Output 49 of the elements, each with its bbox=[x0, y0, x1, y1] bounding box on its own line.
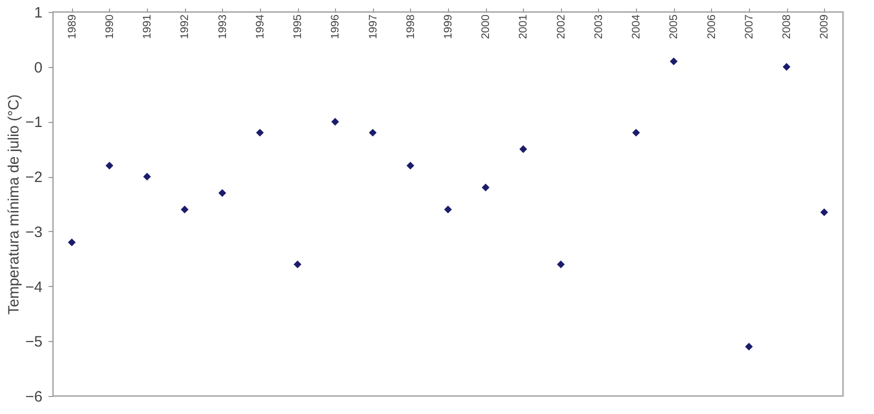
point bbox=[782, 62, 790, 71]
x-tick-label: 1997 bbox=[367, 14, 380, 39]
y-tick-label: 0 bbox=[34, 59, 42, 76]
x-tick-label: 2005 bbox=[668, 14, 680, 39]
point bbox=[482, 184, 490, 192]
point bbox=[519, 145, 528, 154]
point bbox=[820, 208, 828, 216]
point bbox=[256, 128, 264, 137]
point bbox=[331, 118, 340, 126]
x-tick-label: 1990 bbox=[104, 14, 116, 39]
point bbox=[68, 238, 76, 246]
y-axis-title: Temperatura mínima de julio (°C) bbox=[5, 94, 22, 315]
point bbox=[180, 206, 189, 214]
x-tick-label: 1996 bbox=[330, 14, 342, 39]
point bbox=[556, 260, 565, 268]
x-tick-label: 2008 bbox=[781, 14, 794, 39]
x-tick-label: 2004 bbox=[630, 14, 643, 39]
x-tick-label: 2001 bbox=[518, 14, 530, 39]
point bbox=[406, 162, 414, 170]
y-tick-label: −5 bbox=[25, 334, 42, 351]
point bbox=[294, 260, 302, 268]
x-tick-label: 1989 bbox=[66, 14, 78, 39]
y-tick-label: −4 bbox=[25, 278, 42, 296]
point bbox=[106, 162, 114, 170]
x-tick-label: 2003 bbox=[592, 14, 605, 39]
x-tick-label: 1999 bbox=[442, 14, 454, 39]
x-tick-label: 2000 bbox=[480, 14, 492, 39]
point bbox=[143, 172, 151, 180]
point bbox=[444, 206, 452, 214]
x-tick-label: 1991 bbox=[142, 14, 154, 39]
point bbox=[368, 128, 377, 137]
x-tick-label: 1993 bbox=[216, 14, 229, 39]
y-tick-label: −6 bbox=[25, 388, 42, 406]
y-tick-label: −2 bbox=[25, 169, 42, 186]
y-tick-label: 1 bbox=[34, 4, 42, 22]
x-tick-label: 1994 bbox=[254, 14, 266, 39]
x-tick-label: 2007 bbox=[743, 14, 756, 39]
point bbox=[218, 189, 226, 197]
point bbox=[632, 128, 640, 137]
point bbox=[745, 342, 753, 350]
x-tick-label: 2009 bbox=[818, 14, 831, 39]
x-tick-label: 1995 bbox=[292, 14, 304, 39]
x-tick-label: 1998 bbox=[404, 14, 417, 39]
x-tick-label: 1992 bbox=[179, 14, 192, 39]
y-tick-label: −3 bbox=[25, 224, 42, 241]
y-tick-label: −1 bbox=[25, 114, 42, 132]
point bbox=[670, 58, 678, 66]
x-tick-label: 2006 bbox=[706, 14, 718, 39]
x-tick-label: 2002 bbox=[555, 14, 568, 39]
